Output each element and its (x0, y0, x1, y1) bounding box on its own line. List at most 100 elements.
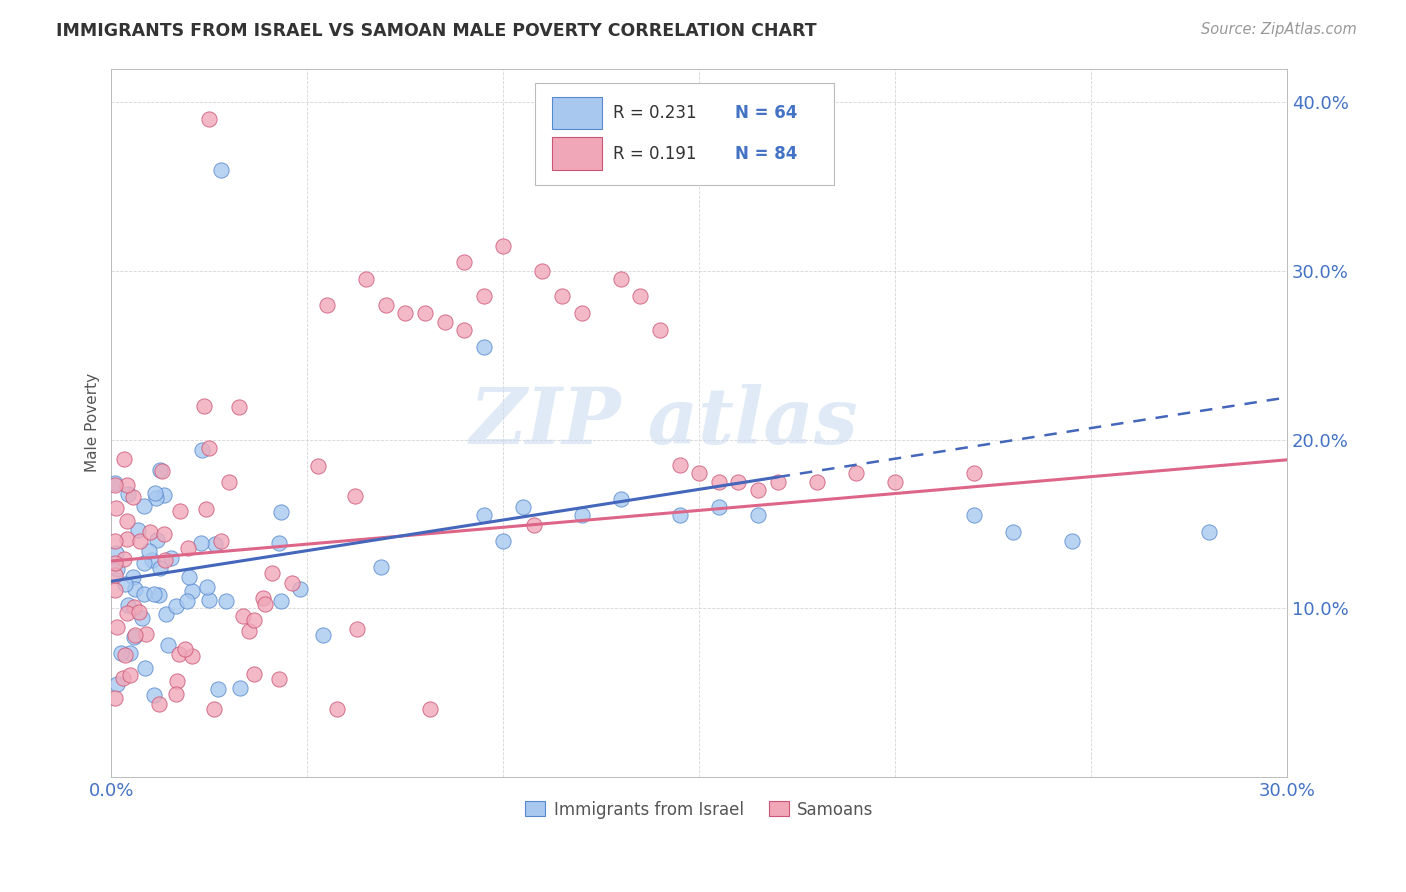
Point (167, 647, 190, 661)
Point (228, 401, 250, 415)
Point (747, 508, 769, 523)
Point (114, 648, 136, 662)
Point (124, 582, 146, 596)
Point (453, 255, 475, 269)
Point (179, 569, 201, 583)
Point (131, 611, 153, 625)
Point (134, 660, 156, 674)
Point (204, 537, 226, 551)
Point (290, 582, 312, 596)
Point (727, 475, 749, 489)
Point (202, 702, 225, 716)
Point (551, 289, 574, 303)
Point (117, 598, 139, 612)
Y-axis label: Male Poverty: Male Poverty (86, 373, 100, 472)
Point (453, 323, 475, 337)
Text: R = 0.231: R = 0.231 (613, 104, 697, 122)
Point (143, 485, 166, 500)
Point (105, 620, 128, 634)
Point (142, 587, 165, 601)
Point (165, 599, 187, 613)
Point (104, 478, 127, 492)
Point (962, 467, 984, 481)
Point (104, 557, 127, 571)
Point (346, 623, 368, 637)
Point (472, 289, 495, 303)
Point (845, 467, 868, 481)
Point (413, 306, 436, 320)
Point (105, 546, 128, 560)
Point (110, 646, 132, 660)
Point (262, 566, 284, 580)
Point (193, 399, 215, 413)
Point (242, 613, 264, 627)
Point (472, 340, 495, 354)
Point (195, 580, 218, 594)
Point (267, 536, 290, 550)
Point (630, 289, 652, 303)
Point (160, 551, 183, 566)
Text: N = 84: N = 84 (734, 145, 797, 162)
Point (105, 562, 128, 576)
Point (153, 527, 176, 541)
Point (316, 298, 339, 312)
Point (419, 702, 441, 716)
Point (267, 672, 290, 686)
Point (281, 575, 304, 590)
Point (139, 524, 162, 539)
Point (141, 553, 163, 567)
Point (146, 533, 169, 547)
Point (127, 523, 149, 537)
Point (312, 628, 335, 642)
Point (148, 698, 170, 712)
Point (132, 500, 155, 514)
Point (512, 500, 534, 514)
Point (207, 682, 229, 697)
Point (129, 533, 152, 548)
Point (132, 587, 155, 601)
Point (1198, 525, 1220, 540)
Point (145, 491, 167, 505)
Text: IMMIGRANTS FROM ISRAEL VS SAMOAN MALE POVERTY CORRELATION CHART: IMMIGRANTS FROM ISRAEL VS SAMOAN MALE PO… (56, 22, 817, 40)
Point (668, 508, 690, 523)
Point (176, 593, 198, 607)
Point (1001, 525, 1024, 540)
Point (117, 606, 139, 620)
Point (472, 508, 495, 523)
Point (114, 576, 136, 591)
Point (198, 441, 221, 455)
Point (229, 681, 252, 695)
Point (253, 597, 276, 611)
Point (134, 557, 156, 571)
Point (610, 272, 633, 286)
Point (122, 490, 145, 504)
Point (747, 483, 769, 498)
Point (105, 677, 128, 691)
Point (153, 553, 176, 567)
Point (149, 463, 172, 477)
Point (707, 500, 730, 514)
Point (531, 264, 554, 278)
Point (118, 646, 141, 660)
Point (433, 314, 456, 328)
Point (120, 667, 142, 681)
Point (115, 478, 138, 492)
Point (962, 508, 984, 523)
Point (343, 490, 366, 504)
Point (307, 458, 329, 473)
Point (155, 607, 177, 621)
Point (152, 487, 174, 501)
Point (122, 570, 145, 584)
Point (166, 674, 188, 689)
Point (191, 443, 214, 458)
Point (198, 112, 221, 127)
Point (104, 475, 127, 490)
Point (270, 593, 292, 607)
Point (523, 518, 546, 533)
Point (156, 638, 179, 652)
Point (112, 552, 135, 566)
Point (370, 560, 392, 574)
Point (354, 272, 377, 286)
Point (688, 467, 710, 481)
Point (215, 594, 238, 608)
